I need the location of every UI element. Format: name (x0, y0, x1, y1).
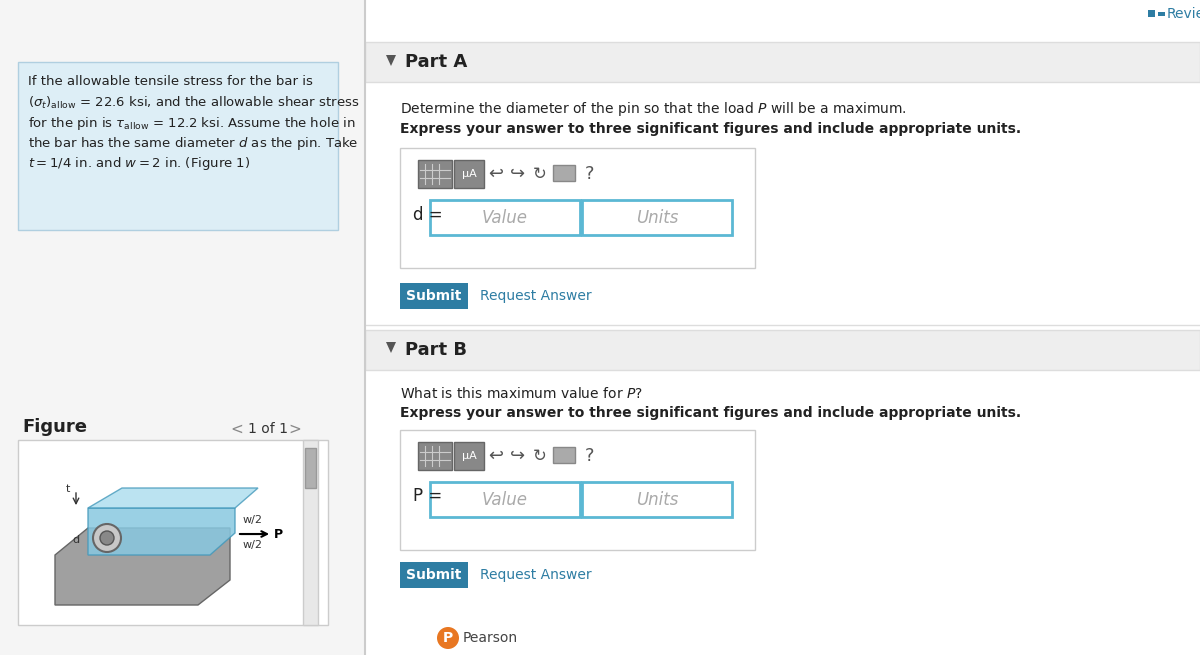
Text: Value: Value (482, 491, 528, 509)
Text: P =: P = (413, 487, 443, 505)
Text: If the allowable tensile stress for the bar is: If the allowable tensile stress for the … (28, 75, 313, 88)
Text: ↩: ↩ (488, 447, 504, 465)
Polygon shape (386, 342, 396, 353)
Text: μΑ: μΑ (462, 451, 476, 461)
Text: t: t (66, 484, 71, 494)
Polygon shape (55, 528, 230, 605)
Bar (430, 200, 580, 235)
Bar (582, 482, 732, 517)
Text: Determine the diameter of the pin so that the load $P$ will be a maximum.: Determine the diameter of the pin so tha… (400, 100, 907, 118)
Text: w/2: w/2 (242, 515, 263, 525)
Bar (418, 442, 452, 470)
Bar (18, 440, 328, 625)
Text: ?: ? (586, 447, 595, 465)
Text: Part B: Part B (406, 341, 467, 359)
Text: P: P (443, 631, 454, 645)
Text: Submit: Submit (407, 289, 462, 303)
Text: ↻: ↻ (533, 165, 547, 183)
Bar (365, 42, 1200, 82)
Text: ?: ? (586, 165, 595, 183)
Text: Express your answer to three significant figures and include appropriate units.: Express your answer to three significant… (400, 122, 1021, 136)
Bar (400, 148, 755, 268)
Text: <: < (230, 422, 242, 437)
Circle shape (100, 531, 114, 545)
Text: Figure: Figure (22, 418, 88, 436)
Polygon shape (386, 55, 396, 66)
Circle shape (94, 524, 121, 552)
Bar (302, 440, 318, 625)
Text: ↩: ↩ (488, 165, 504, 183)
Text: ↪: ↪ (510, 165, 526, 183)
Text: $(\sigma_t)_\mathrm{allow}$ = 22.6 ksi, and the allowable shear stress: $(\sigma_t)_\mathrm{allow}$ = 22.6 ksi, … (28, 95, 359, 111)
Bar (305, 448, 316, 488)
Text: d =: d = (413, 206, 443, 224)
Bar (1148, 10, 1154, 17)
Bar (365, 330, 1200, 370)
Text: Request Answer: Request Answer (480, 289, 592, 303)
Bar (365, 0, 1200, 655)
Bar (0, 0, 365, 655)
Text: What is this maximum value for $P$?: What is this maximum value for $P$? (400, 386, 643, 401)
Text: Review: Review (1166, 7, 1200, 21)
Bar (454, 442, 484, 470)
Text: >: > (288, 422, 301, 437)
Text: Units: Units (636, 491, 678, 509)
Text: Request Answer: Request Answer (480, 568, 592, 582)
Bar (454, 160, 484, 188)
Bar (430, 482, 580, 517)
Text: Submit: Submit (407, 568, 462, 582)
Text: Express your answer to three significant figures and include appropriate units.: Express your answer to three significant… (400, 406, 1021, 420)
Bar (400, 430, 755, 550)
Polygon shape (88, 488, 258, 508)
Text: d: d (72, 535, 79, 545)
Bar (582, 200, 732, 235)
Polygon shape (88, 508, 235, 555)
Bar (1158, 12, 1165, 16)
Text: w/2: w/2 (242, 540, 263, 550)
Text: Part A: Part A (406, 53, 467, 71)
Bar (18, 62, 338, 230)
Bar (553, 165, 575, 181)
Bar (400, 562, 468, 588)
Text: 1 of 1: 1 of 1 (248, 422, 288, 436)
Bar (553, 447, 575, 463)
Text: for the pin is $\tau_\mathrm{allow}$ = 12.2 ksi. Assume the hole in: for the pin is $\tau_\mathrm{allow}$ = 1… (28, 115, 355, 132)
Text: the bar has the same diameter $d$ as the pin. Take: the bar has the same diameter $d$ as the… (28, 135, 359, 152)
Text: Value: Value (482, 209, 528, 227)
Text: ↪: ↪ (510, 447, 526, 465)
Bar (400, 283, 468, 309)
Circle shape (437, 627, 458, 649)
Text: P: P (274, 527, 283, 540)
Text: Units: Units (636, 209, 678, 227)
Text: $t = 1/4$ in. and $w = 2$ in. (Figure 1): $t = 1/4$ in. and $w = 2$ in. (Figure 1) (28, 155, 251, 172)
Bar (418, 160, 452, 188)
Text: ↻: ↻ (533, 447, 547, 465)
Text: Pearson: Pearson (463, 631, 518, 645)
Text: μΑ: μΑ (462, 169, 476, 179)
